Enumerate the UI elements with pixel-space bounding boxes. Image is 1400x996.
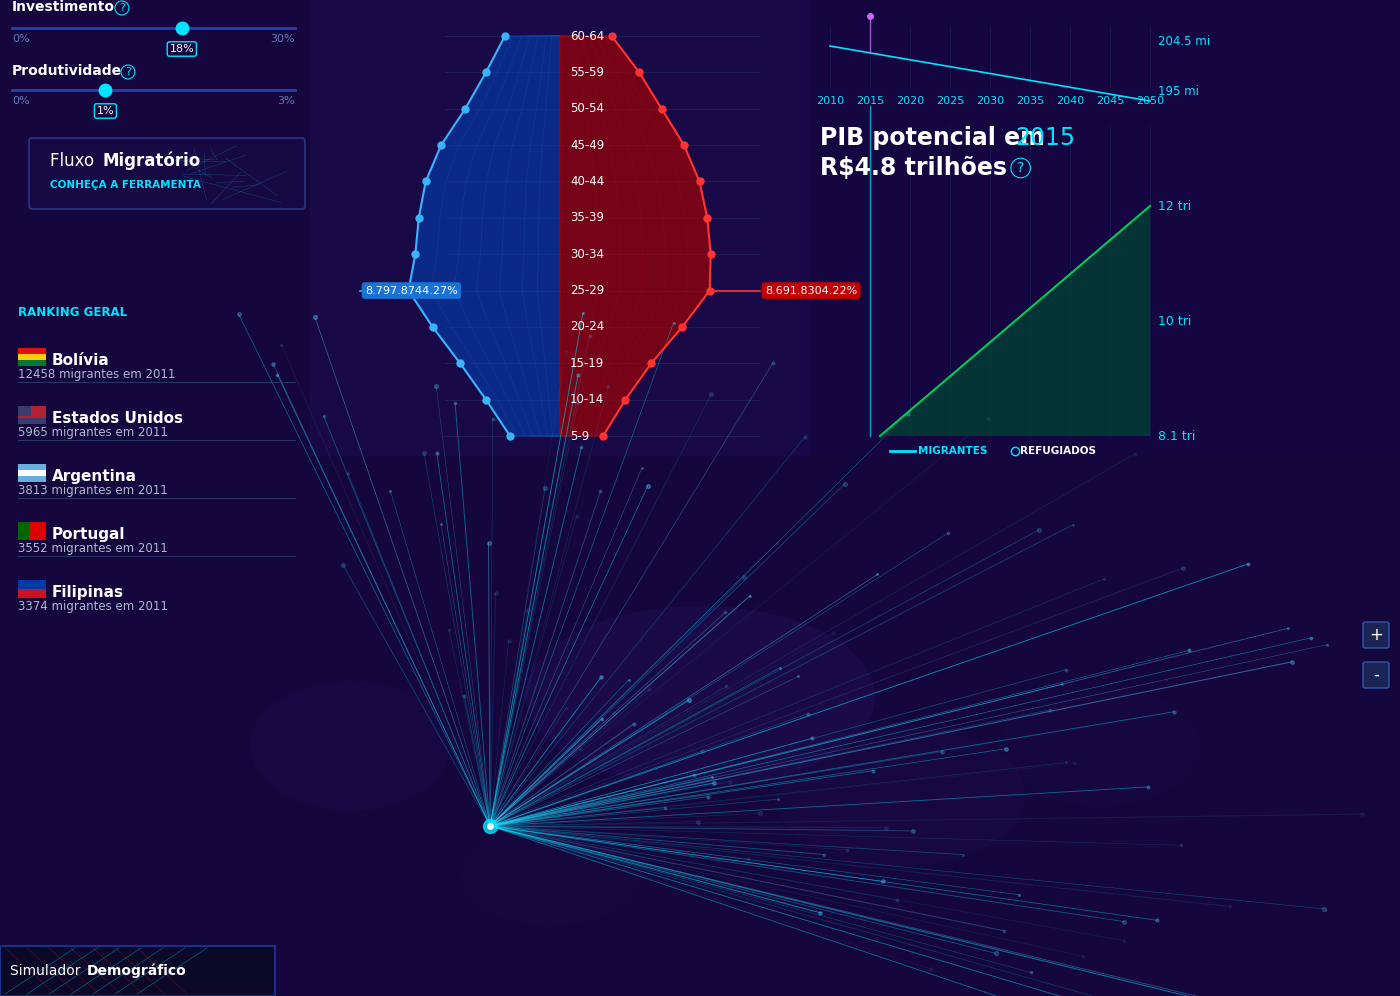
Text: 2050: 2050 [1135,96,1163,106]
Text: Portugal: Portugal [52,527,126,542]
Ellipse shape [1000,686,1200,806]
Text: 12 tri: 12 tri [1158,199,1191,212]
Text: 1%: 1% [97,106,115,116]
FancyBboxPatch shape [0,946,274,996]
Text: 2025: 2025 [935,96,965,106]
Text: 204.5 mi: 204.5 mi [1158,35,1210,48]
Text: 2020: 2020 [896,96,924,106]
Text: 45-49: 45-49 [570,138,605,151]
Text: 195 mi: 195 mi [1158,85,1198,98]
Text: 5965 migrantes em 2011: 5965 migrantes em 2011 [18,425,168,438]
FancyBboxPatch shape [799,0,1400,456]
Text: RANKING GERAL: RANKING GERAL [18,306,127,319]
Text: ?: ? [125,67,130,77]
Text: 30-34: 30-34 [570,248,603,261]
FancyBboxPatch shape [18,412,46,418]
Text: 0%: 0% [13,34,29,44]
FancyBboxPatch shape [18,348,46,354]
Text: 30%: 30% [270,34,295,44]
Text: 3374 migrantes em 2011: 3374 migrantes em 2011 [18,600,168,613]
Text: REFUGIADOS: REFUGIADOS [1021,446,1096,456]
Text: ?: ? [1016,161,1025,175]
Text: Produtividade: Produtividade [13,64,122,78]
FancyBboxPatch shape [18,360,46,366]
FancyBboxPatch shape [18,464,46,470]
FancyBboxPatch shape [18,406,46,412]
Polygon shape [560,36,711,436]
Text: 35-39: 35-39 [570,211,603,224]
Text: MIGRANTES: MIGRANTES [918,446,987,456]
Text: 25-29: 25-29 [570,284,605,297]
Text: 5-9: 5-9 [570,429,589,442]
Text: -: - [1373,666,1379,684]
FancyBboxPatch shape [18,592,46,598]
Text: 2015: 2015 [855,96,883,106]
Text: 8.1 tri: 8.1 tri [1158,429,1196,442]
FancyBboxPatch shape [29,138,305,209]
Text: Argentina: Argentina [52,468,137,483]
Text: 10-14: 10-14 [570,393,605,406]
Text: 0%: 0% [13,96,29,106]
Text: 15-19: 15-19 [570,357,605,370]
Ellipse shape [461,826,640,926]
Text: CONHEÇA A FERRAMENTA: CONHEÇA A FERRAMENTA [50,180,200,190]
Text: 3%: 3% [277,96,295,106]
FancyBboxPatch shape [1364,622,1389,648]
FancyBboxPatch shape [29,522,46,540]
Text: R$4.8 trilhões: R$4.8 trilhões [820,156,1007,180]
Text: Investimento: Investimento [13,0,115,14]
Text: Filipinas: Filipinas [52,585,125,600]
Text: Estados Unidos: Estados Unidos [52,410,183,425]
Text: Bolívia: Bolívia [52,353,109,368]
Ellipse shape [251,681,449,811]
FancyBboxPatch shape [1364,662,1389,688]
FancyBboxPatch shape [18,580,46,586]
Text: Migratório: Migratório [104,151,202,170]
Polygon shape [409,36,560,436]
Text: 8.691.8304.22%: 8.691.8304.22% [764,286,857,296]
FancyBboxPatch shape [18,589,46,598]
Text: 3813 migrantes em 2011: 3813 migrantes em 2011 [18,483,168,496]
Text: 3552 migrantes em 2011: 3552 migrantes em 2011 [18,542,168,555]
Text: 20-24: 20-24 [570,321,605,334]
Text: PIB potencial em: PIB potencial em [820,126,1053,150]
FancyBboxPatch shape [18,586,46,592]
FancyBboxPatch shape [18,354,46,360]
FancyBboxPatch shape [18,528,46,534]
Text: 18%: 18% [169,44,195,54]
Text: 2030: 2030 [976,96,1004,106]
Text: 2040: 2040 [1056,96,1084,106]
FancyBboxPatch shape [309,0,811,456]
Ellipse shape [776,726,1025,866]
FancyBboxPatch shape [18,522,46,528]
Text: 10 tri: 10 tri [1158,315,1191,328]
Text: 2045: 2045 [1096,96,1124,106]
FancyBboxPatch shape [18,476,46,482]
Text: 2035: 2035 [1016,96,1044,106]
FancyBboxPatch shape [18,534,46,540]
FancyBboxPatch shape [18,418,46,424]
Text: ?: ? [119,3,125,13]
Text: 50-54: 50-54 [570,103,603,116]
Polygon shape [881,206,1149,436]
Text: 40-44: 40-44 [570,175,605,188]
FancyBboxPatch shape [18,406,31,416]
FancyBboxPatch shape [18,522,29,540]
Text: Simulador: Simulador [10,964,85,978]
Text: 55-59: 55-59 [570,66,603,79]
Text: +: + [1369,626,1383,644]
Ellipse shape [525,606,875,786]
Text: 8.797.8744.27%: 8.797.8744.27% [365,286,458,296]
Text: 60-64: 60-64 [570,30,605,43]
Text: 2015: 2015 [1015,126,1075,150]
Text: Fluxo: Fluxo [50,152,99,170]
Text: Demográfico: Demográfico [87,964,186,978]
Text: 2010: 2010 [816,96,844,106]
Text: 12458 migrantes em 2011: 12458 migrantes em 2011 [18,368,175,380]
FancyBboxPatch shape [18,470,46,476]
FancyBboxPatch shape [18,580,46,589]
